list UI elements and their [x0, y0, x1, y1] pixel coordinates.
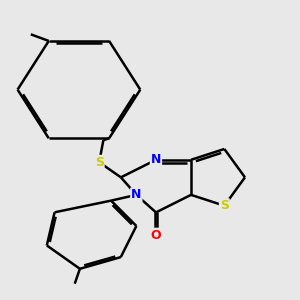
- Text: S: S: [95, 156, 104, 169]
- Text: O: O: [151, 229, 161, 242]
- Text: N: N: [151, 153, 161, 166]
- Text: S: S: [220, 199, 229, 212]
- Text: N: N: [131, 188, 142, 201]
